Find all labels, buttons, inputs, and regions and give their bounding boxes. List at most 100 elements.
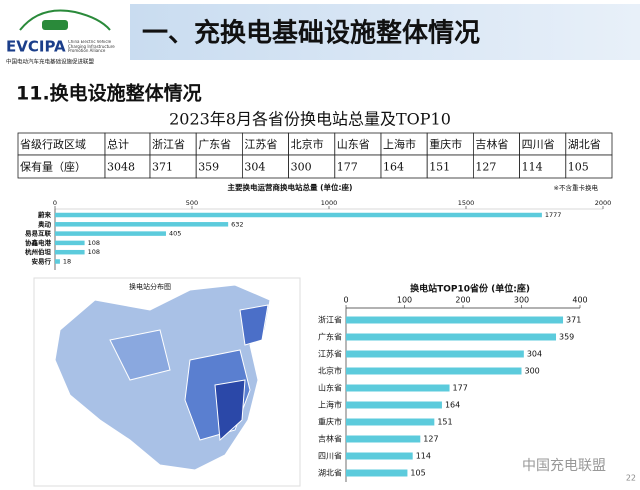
category-label: 四川省 [318,451,342,461]
table-text: 151 [429,161,450,174]
logo-english-box: China Electric Vehicle Charging Infrastr… [68,40,115,53]
table-text: 重庆市 [429,137,462,151]
logo-english: China Electric Vehicle Charging Infrastr… [68,40,115,53]
table-text: 北京市 [291,137,324,151]
bar [346,350,524,358]
bar [55,249,85,255]
table-text: 114 [522,161,543,174]
table-text: 上海市 [383,137,416,151]
value-label: 371 [566,316,581,325]
bar [346,418,435,426]
category-label: 湖北省 [318,468,342,478]
charts: 主要换电运营商换电站总量 (单位:座) ※不含重卡换电 0 500 1000 1500 20… [25,182,611,482]
category-label: 山东省 [318,383,342,393]
bar [346,401,442,409]
chart-title: 换电站TOP10省份 (单位:座) [410,283,530,295]
category-label: 重庆市 [318,417,342,427]
table-text: 127 [475,161,496,174]
bar [55,212,542,218]
value-label: 105 [410,469,425,478]
table-text: 保有量（座） [20,160,86,174]
watermark: 中国充电联盟 [522,458,606,474]
category-label: 蔚来 [38,210,52,219]
logo-arc [19,9,111,31]
category-label: 上海市 [318,400,342,410]
table-text: 164 [383,161,404,174]
value-label: 177 [453,384,468,393]
value-label: 300 [525,367,540,376]
x-tick-label: 500 [186,199,198,207]
table-text: 177 [337,161,358,174]
section-title: 11.换电设施整体情况 [16,82,202,105]
value-label: 1777 [545,211,562,219]
x-tick-label: 300 [514,296,529,305]
x-tick-label: 1500 [458,199,475,207]
bar [346,316,564,324]
value-label: 359 [559,333,574,342]
category-label: 吉林省 [318,434,342,444]
map: 换电站分布图 [33,277,301,487]
category-label: 北京市 [318,366,342,376]
logo-chinese: 中国电动汽车充电基础设施促进联盟 [6,58,95,66]
table-text: 吉林省 [475,137,508,151]
table-text: 浙江省 [152,138,185,151]
table-text: 江苏省 [244,138,277,151]
table-text: 山东省 [337,138,370,151]
table-title: 2023年8月各省份换电站总量及TOP10 [169,110,451,129]
table-text: 105 [568,161,589,174]
map-region [109,329,171,381]
category-label: 浙江省 [318,315,342,325]
table-text: 359 [198,161,219,174]
bar [346,452,413,460]
table-text: 四川省 [522,138,555,151]
value-label: 114 [416,452,431,461]
value-label: 18 [63,258,71,266]
table-text: 304 [244,161,265,174]
category-label: 江苏省 [318,349,342,359]
bar [346,435,421,443]
table-text: 300 [291,161,312,174]
value-label: 164 [445,401,460,410]
logo: EVCIPA China Electric Vehicle Charging I… [6,9,115,66]
page-number: 22 [626,474,636,483]
map-title: 换电站分布图 [129,282,171,291]
header-bar [130,4,640,60]
category-label: 易易互联 [25,229,52,238]
table-text: 广东省 [198,138,231,151]
value-label: 405 [169,230,181,238]
category-label: 安易行 [32,257,52,266]
table-cell [565,154,613,179]
table: 省级行政区域 总计 浙江省 广东省 江苏省 北京市 山东省 上海市 重庆市 吉林省 四川省 湖北省保有… [17,132,613,179]
value-label: 127 [423,435,438,444]
table-text: 湖北省 [568,138,601,151]
value-label: 632 [231,220,243,228]
logo-car [42,20,68,30]
table-text: 3048 [107,161,135,174]
table-text: 总计 [107,137,129,151]
category-label: 奥动 [37,219,52,228]
bar [55,231,166,236]
chart-note: ※不含重卡换电 [554,183,599,192]
category-label: 协鑫电港 [25,238,52,247]
category-label: 广东省 [318,332,342,342]
bar [55,259,60,264]
x-tick-label: 2000 [595,199,612,207]
bar [55,222,229,227]
value-label: 108 [88,248,100,256]
x-tick-label: 100 [397,296,412,305]
x-tick-label: 200 [455,296,470,305]
header-title: 一、充换电基础设施整体情况 [142,18,480,49]
logo-name: EVCIPA [6,38,66,56]
map-region [214,379,246,442]
x-tick-label: 0 [343,296,348,305]
x-tick-label: 400 [572,296,587,305]
category-label: 杭州伯坦 [25,247,52,256]
chart-title: 主要换电运营商换电站总量 (单位:座) [228,182,353,192]
table-text: 371 [152,161,173,174]
table-text: 省级行政区域 [20,137,86,151]
bar [346,367,522,375]
bar [346,384,450,392]
value-label: 108 [88,239,100,247]
x-tick-label: 1000 [321,199,338,207]
